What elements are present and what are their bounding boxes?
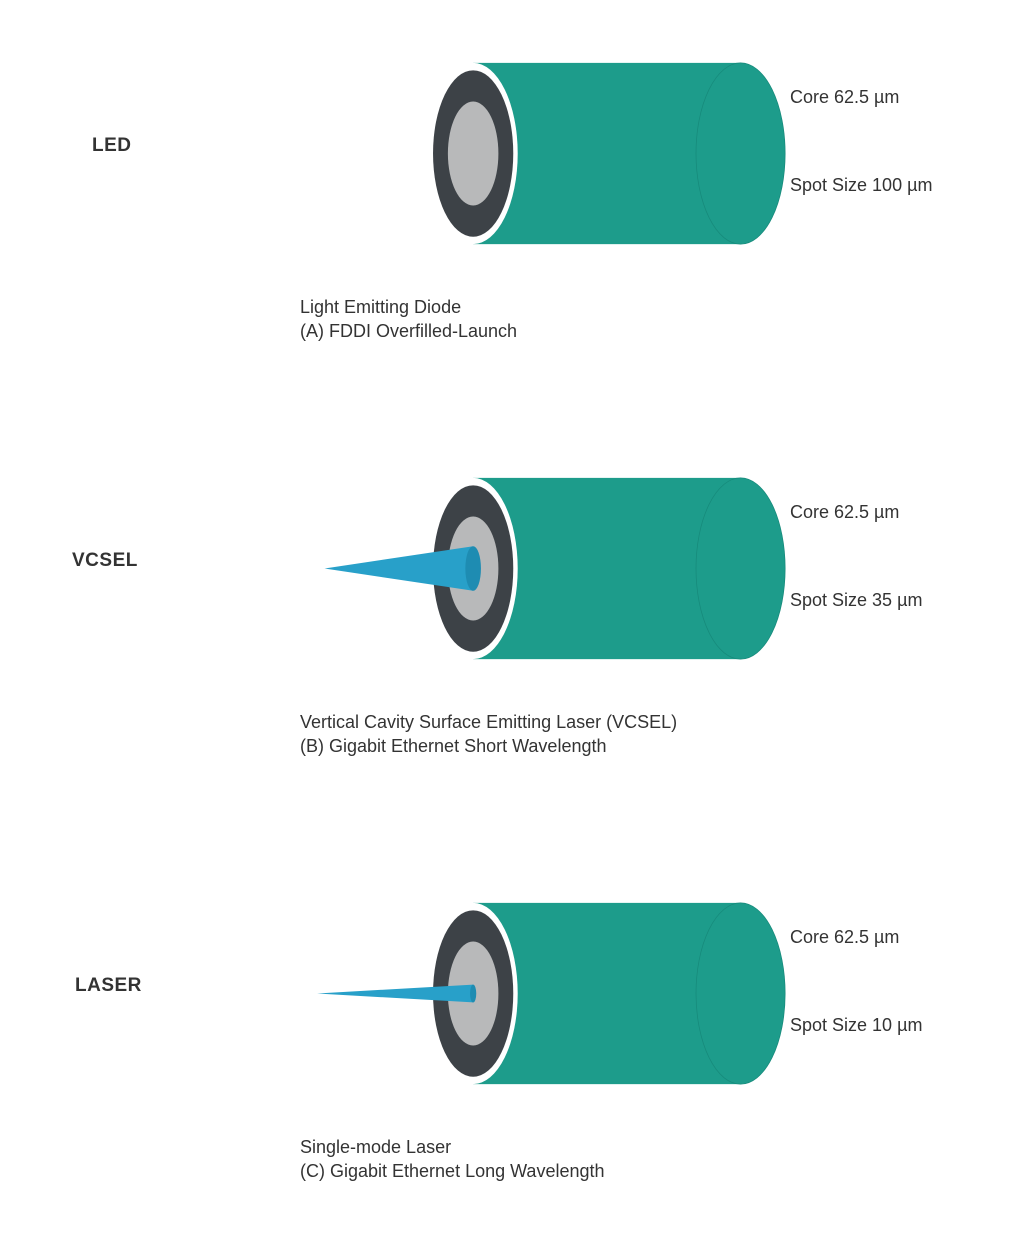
spot-label-vcsel: Spot Size 35 µm bbox=[790, 590, 922, 611]
caption-vcsel-line1: Vertical Cavity Surface Emitting Laser (… bbox=[300, 712, 677, 732]
fiber-illustration-led bbox=[280, 25, 800, 285]
caption-led-line1: Light Emitting Diode bbox=[300, 297, 461, 317]
fiber-illustration-vcsel bbox=[280, 440, 800, 700]
caption-vcsel-line2: (B) Gigabit Ethernet Short Wavelength bbox=[300, 736, 606, 756]
spot-label-laser: Spot Size 10 µm bbox=[790, 1015, 922, 1036]
core-label-led: Core 62.5 µm bbox=[790, 87, 899, 108]
caption-led: Light Emitting Diode (A) FDDI Overfilled… bbox=[300, 295, 517, 344]
laser-label: LASER bbox=[75, 975, 142, 997]
core-label-laser: Core 62.5 µm bbox=[790, 927, 899, 948]
caption-led-line2: (A) FDDI Overfilled-Launch bbox=[300, 321, 517, 341]
spot-label-led: Spot Size 100 µm bbox=[790, 175, 932, 196]
caption-vcsel: Vertical Cavity Surface Emitting Laser (… bbox=[300, 710, 677, 759]
caption-laser-line1: Single-mode Laser bbox=[300, 1137, 451, 1157]
caption-laser-line2: (C) Gigabit Ethernet Long Wavelength bbox=[300, 1161, 605, 1181]
fiber-illustration-laser bbox=[280, 865, 800, 1125]
core-label-vcsel: Core 62.5 µm bbox=[790, 502, 899, 523]
caption-laser: Single-mode Laser (C) Gigabit Ethernet L… bbox=[300, 1135, 605, 1184]
led-label: LED bbox=[92, 135, 132, 157]
vcsel-label: VCSEL bbox=[72, 550, 138, 572]
